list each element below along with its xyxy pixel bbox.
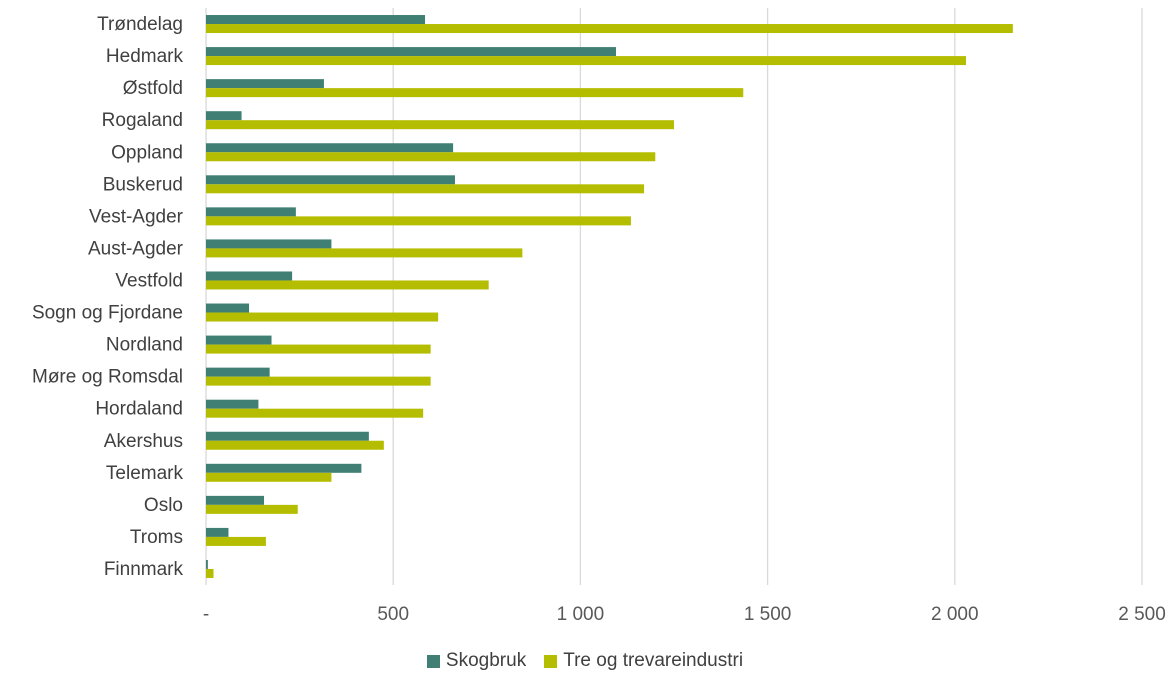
bar-tre-og-trevareindustri — [206, 24, 1013, 34]
bar-tre-og-trevareindustri — [206, 472, 332, 482]
bar-tre-og-trevareindustri — [206, 504, 298, 514]
category-label: Hordaland — [95, 399, 183, 420]
legend-swatch-skogbruk — [426, 654, 440, 668]
bar-skogbruk — [206, 175, 455, 185]
bar-skogbruk — [206, 111, 242, 121]
x-tick-label: 1 500 — [744, 604, 792, 625]
bar-skogbruk — [206, 367, 270, 377]
category-label: Buskerud — [103, 174, 183, 195]
category-label: Oslo — [144, 495, 183, 516]
bar-skogbruk — [206, 143, 454, 153]
x-tick-label: 1 000 — [557, 604, 605, 625]
bar-tre-og-trevareindustri — [206, 56, 967, 66]
bar-skogbruk — [206, 15, 426, 25]
bar-tre-og-trevareindustri — [206, 568, 214, 578]
bar-skogbruk — [206, 431, 369, 441]
bar-tre-og-trevareindustri — [206, 152, 656, 162]
x-tick-label: - — [203, 604, 209, 625]
bar-tre-og-trevareindustri — [206, 216, 631, 226]
category-label: Troms — [130, 527, 183, 548]
category-label: Aust-Agder — [88, 238, 184, 259]
bar-tre-og-trevareindustri — [206, 376, 431, 386]
bar-tre-og-trevareindustri — [206, 280, 489, 290]
category-label: Telemark — [106, 463, 184, 484]
bar-skogbruk — [206, 399, 259, 409]
bar-skogbruk — [206, 559, 208, 569]
bar-skogbruk — [206, 47, 616, 57]
x-tick-label: 2 500 — [1118, 604, 1166, 625]
bar-skogbruk — [206, 495, 265, 505]
x-tick-label: 2 000 — [931, 604, 979, 625]
legend-label-skogbruk: Skogbruk — [445, 650, 527, 671]
legend-item-tre-og-trevareindustri: Tre og trevareindustri — [544, 650, 743, 672]
bar-skogbruk — [206, 239, 332, 249]
category-label: Akershus — [104, 431, 183, 452]
bar-tre-og-trevareindustri — [206, 312, 439, 322]
category-label: Vest-Agder — [89, 206, 184, 227]
category-label: Finnmark — [104, 559, 184, 580]
category-label: Rogaland — [102, 110, 183, 131]
category-label: Hedmark — [106, 46, 184, 67]
bar-tre-og-trevareindustri — [206, 120, 674, 130]
bar-tre-og-trevareindustri — [206, 536, 266, 546]
bar-skogbruk — [206, 207, 296, 217]
category-label: Sogn og Fjordane — [32, 303, 183, 324]
legend-swatch-tre-og-trevareindustri — [544, 654, 558, 668]
bar-skogbruk — [206, 79, 324, 89]
bar-tre-og-trevareindustri — [206, 88, 744, 98]
category-label: Oppland — [111, 142, 183, 163]
legend: Skogbruk Tre og trevareindustri — [0, 650, 1170, 672]
bar-skogbruk — [206, 271, 293, 281]
legend-label-tre-og-trevareindustri: Tre og trevareindustri — [563, 650, 744, 671]
bar-skogbruk — [206, 463, 362, 473]
bar-tre-og-trevareindustri — [206, 344, 431, 354]
category-label: Østfold — [123, 78, 183, 99]
bar-skogbruk — [206, 303, 250, 313]
bar-skogbruk — [206, 335, 272, 345]
bar-tre-og-trevareindustri — [206, 408, 424, 418]
bar-tre-og-trevareindustri — [206, 248, 523, 258]
category-label: Nordland — [106, 335, 183, 356]
legend-item-skogbruk: Skogbruk — [426, 650, 527, 672]
x-tick-label: 500 — [377, 604, 409, 625]
category-label: Trøndelag — [97, 14, 183, 35]
bar-skogbruk — [206, 527, 229, 537]
bar-tre-og-trevareindustri — [206, 184, 645, 194]
category-label: Vestfold — [115, 270, 183, 291]
bar-tre-og-trevareindustri — [206, 440, 384, 450]
category-label: Møre og Romsdal — [32, 367, 183, 388]
